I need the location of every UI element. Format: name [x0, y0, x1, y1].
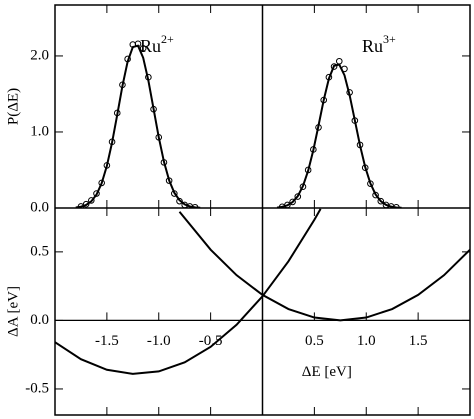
y-axis-label: P(ΔE) [5, 88, 21, 125]
annotation: Ru2+ [140, 32, 174, 56]
data-point [356, 141, 364, 149]
x-tick-label: -0.5 [199, 333, 223, 349]
data-point [134, 40, 142, 48]
data-point [289, 198, 296, 206]
data-point [77, 203, 85, 208]
data-point [361, 164, 369, 172]
annotation-text: Ru [140, 36, 161, 56]
x-axis-label: ΔE [eV] [302, 364, 352, 380]
data-point [165, 177, 173, 184]
data-point [88, 197, 95, 204]
data-point [330, 63, 338, 70]
data-point [113, 109, 121, 117]
plot-0 [75, 40, 402, 208]
y-tick-label: -0.5 [25, 380, 49, 396]
data-point [139, 45, 147, 52]
data-point [176, 197, 183, 205]
data-point [351, 117, 359, 124]
y-tick-label: 1.0 [30, 123, 49, 139]
data-point [377, 197, 385, 205]
data-point [284, 201, 291, 208]
data-point [93, 190, 100, 197]
annotation-text: Ru [362, 36, 383, 56]
data-point [315, 124, 322, 131]
plot-1 [55, 208, 470, 375]
data-point [160, 159, 168, 166]
data-point [335, 57, 343, 65]
data-point [145, 73, 152, 81]
data-point [310, 146, 317, 153]
y-tick-label: 0.5 [30, 243, 49, 259]
curve [178, 211, 470, 322]
data-point [103, 162, 111, 169]
data-point [82, 200, 90, 208]
data-point [191, 203, 199, 208]
annotation-superscript: 2+ [161, 32, 174, 46]
data-point [294, 193, 302, 200]
y-tick-label: 2.0 [30, 47, 49, 63]
data-point [341, 65, 348, 73]
data-point [98, 179, 105, 187]
data-point [155, 133, 163, 141]
y-tick-label: 0.0 [30, 199, 49, 215]
data-point [372, 191, 379, 199]
curve [55, 208, 322, 375]
data-point [124, 55, 131, 63]
data-point [304, 166, 312, 174]
annotation-superscript: 3+ [383, 32, 396, 46]
data-point [299, 183, 307, 191]
x-tick-label: 1.0 [357, 333, 376, 349]
data-point [367, 180, 374, 187]
data-point [320, 96, 328, 104]
data-point [119, 81, 126, 89]
data-point [171, 190, 178, 197]
data-point [325, 73, 333, 81]
y-tick-label: 0.0 [30, 312, 49, 328]
data-point [108, 138, 116, 146]
data-point [346, 89, 353, 96]
x-tick-label: -1.0 [147, 333, 171, 349]
y-axis-label: ΔA [eV] [5, 286, 21, 337]
curve [75, 44, 201, 208]
data-point [150, 105, 157, 113]
curve [276, 63, 402, 208]
x-tick-label: -1.5 [95, 333, 119, 349]
x-tick-label: 1.5 [409, 333, 428, 349]
annotation: Ru3+ [362, 32, 396, 56]
x-tick-label: 0.5 [305, 333, 324, 349]
data-point [393, 203, 400, 208]
